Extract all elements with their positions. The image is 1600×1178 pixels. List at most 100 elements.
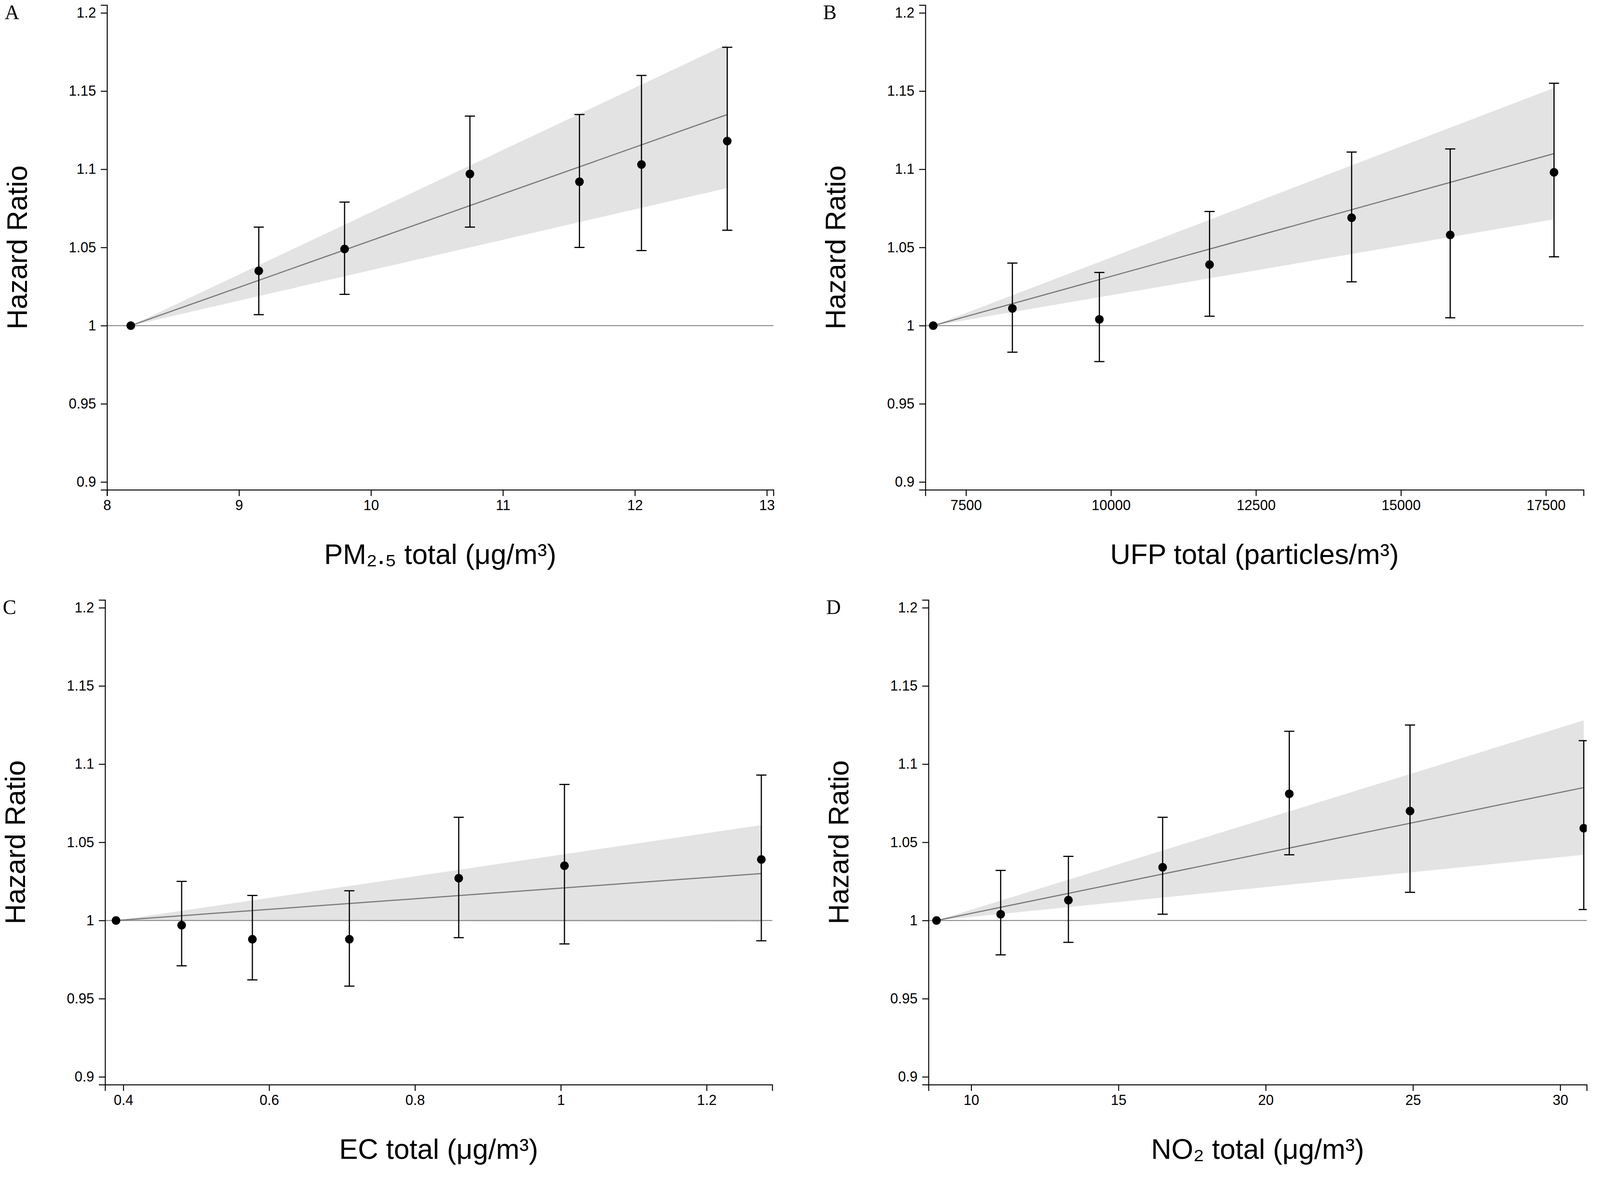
tick: 12: [627, 489, 643, 514]
point: [1446, 230, 1455, 240]
tick: 1.05: [887, 239, 926, 256]
tick-label: 1.15: [887, 82, 915, 99]
tick: 0.95: [66, 990, 106, 1007]
tick-mark: [922, 685, 929, 687]
tick-label: 1: [88, 317, 97, 334]
tick-mark: [766, 489, 768, 497]
plot-area: [925, 83, 1584, 362]
point: [560, 861, 569, 871]
point: [996, 910, 1006, 919]
tick-mark: [919, 247, 926, 249]
point: [126, 321, 136, 331]
tick: 1.05: [68, 239, 108, 256]
tick-label: 1.15: [66, 677, 95, 694]
error-bar-cap: [253, 226, 264, 228]
error-bar-cap: [1157, 816, 1168, 818]
tick: 1: [86, 912, 106, 929]
tick-mark: [123, 1084, 125, 1092]
error-bar-cap: [1284, 730, 1295, 733]
tick-mark: [1559, 1084, 1561, 1092]
tick-mark: [919, 12, 926, 14]
error-bar-cap: [1094, 271, 1105, 274]
x-axis: 8910111213: [103, 489, 775, 514]
point: [254, 266, 263, 276]
tick-label: 0.95: [66, 990, 95, 1007]
error-bar-cap: [453, 937, 464, 939]
panel-label: D: [826, 596, 842, 619]
y-axis-title: Hazard Ratio: [1, 165, 33, 330]
tick-label: 1.05: [66, 834, 95, 851]
error-bar-cap: [1578, 740, 1587, 742]
tick-mark: [100, 403, 108, 405]
error-bar: [344, 891, 355, 987]
error-bar-cap: [247, 979, 258, 981]
tick-mark: [100, 481, 108, 483]
error-bar: [756, 775, 767, 941]
tick-mark: [1110, 489, 1112, 497]
tick-mark: [1412, 1084, 1414, 1092]
tick-mark: [919, 481, 926, 483]
x-axis: 750010000125001500017500: [925, 489, 1584, 514]
tick: 10: [363, 489, 379, 514]
axis-line: [928, 1085, 1588, 1092]
point: [344, 935, 354, 944]
tick: 0.9: [894, 473, 926, 490]
tick: 1.15: [68, 82, 108, 99]
error-bar-cap: [1007, 262, 1018, 264]
tick-mark: [922, 998, 929, 1000]
tick-mark: [106, 489, 108, 497]
x-axis-title: NO₂ total (μg/m³): [1151, 1133, 1365, 1165]
error-bar: [722, 47, 733, 231]
tick-mark: [922, 607, 929, 609]
panel: 89101112130.90.9511.051.11.151.2PM₂.₅ to…: [1, 1, 775, 570]
axis-line: [105, 1085, 773, 1092]
error-bar-cap: [339, 293, 350, 295]
tick-label: 1.2: [76, 4, 97, 21]
point: [1405, 806, 1415, 816]
error-bar-cap: [464, 226, 475, 228]
panel-label: B: [823, 1, 837, 24]
tick-label: 1.1: [898, 755, 918, 772]
point: [723, 136, 732, 146]
tick-label: 0.95: [890, 990, 918, 1007]
tick-mark: [1545, 489, 1547, 497]
tick: 7500: [950, 489, 982, 514]
tick: 0.9: [74, 1068, 106, 1085]
tick-mark: [98, 842, 106, 844]
tick: 0.9: [76, 473, 108, 490]
point: [1579, 823, 1587, 833]
point: [1064, 896, 1073, 905]
point: [1008, 304, 1017, 313]
error-bar-cap: [722, 46, 733, 49]
error-bar-cap: [574, 246, 585, 249]
tick-label: 1.1: [894, 160, 915, 177]
error-bar-cap: [1346, 281, 1357, 283]
tick: 0.95: [887, 395, 926, 412]
panel: 10152025300.90.9511.051.11.151.2NO₂ tota…: [823, 596, 1589, 1165]
tick-label: 10000: [1091, 497, 1131, 514]
tick: 1: [557, 1084, 565, 1109]
error-bar-cap: [1445, 317, 1456, 319]
tick-label: 0.4: [113, 1092, 134, 1109]
error-bar-cap: [176, 880, 187, 883]
tick-mark: [100, 12, 108, 14]
tick-label: 1.1: [74, 755, 95, 772]
tick-label: 25: [1405, 1092, 1422, 1109]
error-bar-cap: [995, 954, 1006, 956]
tick-mark: [502, 489, 504, 497]
tick-mark: [919, 90, 926, 92]
tick-label: 0.9: [898, 1068, 918, 1085]
point: [575, 177, 584, 186]
tick-label: 1: [906, 317, 915, 334]
point: [1094, 315, 1104, 324]
tick-label: 15000: [1381, 497, 1421, 514]
error-bar: [1063, 856, 1074, 943]
reference-line: [107, 325, 774, 327]
error-bar: [453, 817, 464, 938]
tick-mark: [98, 764, 106, 766]
axis-line: [107, 490, 774, 497]
error-bar-cap: [636, 75, 647, 77]
reference-line: [928, 919, 1587, 922]
tick-label: 1.2: [898, 599, 918, 616]
error-bar-cap: [247, 894, 258, 897]
